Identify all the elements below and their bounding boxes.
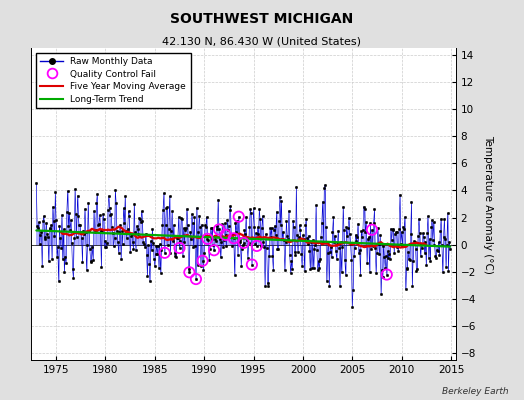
Point	[230, 235, 238, 242]
Legend: Raw Monthly Data, Quality Control Fail, Five Year Moving Average, Long-Term Tren: Raw Monthly Data, Quality Control Fail, …	[36, 52, 191, 108]
Text: Berkeley Earth: Berkeley Earth	[442, 387, 508, 396]
Y-axis label: Temperature Anomaly (°C): Temperature Anomaly (°C)	[483, 134, 493, 274]
Point	[203, 236, 212, 242]
Text: 42.130 N, 86.430 W (United States): 42.130 N, 86.430 W (United States)	[162, 36, 362, 46]
Point	[368, 226, 376, 233]
Point	[248, 261, 256, 268]
Point	[253, 243, 261, 249]
Point	[215, 226, 223, 233]
Point	[383, 271, 391, 278]
Point	[176, 245, 184, 251]
Point	[185, 269, 193, 276]
Point	[160, 250, 169, 256]
Point	[199, 258, 207, 264]
Text: SOUTHWEST MICHIGAN: SOUTHWEST MICHIGAN	[170, 12, 354, 26]
Point	[210, 247, 218, 254]
Point	[235, 214, 243, 220]
Point	[239, 240, 248, 246]
Point	[221, 232, 230, 238]
Point	[192, 276, 200, 282]
